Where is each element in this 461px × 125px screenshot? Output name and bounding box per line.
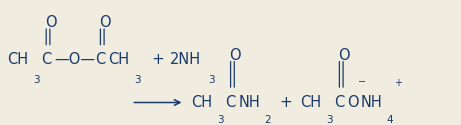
Text: CH: CH <box>300 95 321 110</box>
Text: CH: CH <box>108 52 129 68</box>
Text: O: O <box>347 95 359 110</box>
Text: +: + <box>394 78 402 88</box>
Text: −: − <box>358 78 366 88</box>
Text: 3: 3 <box>134 75 141 85</box>
Text: O: O <box>229 48 241 62</box>
Text: 2NH: 2NH <box>170 52 201 68</box>
Text: 2: 2 <box>264 115 271 125</box>
Text: +: + <box>152 52 164 68</box>
Text: C: C <box>334 95 344 110</box>
Text: CH: CH <box>191 95 213 110</box>
Text: 4: 4 <box>386 115 393 125</box>
Text: NH: NH <box>238 95 260 110</box>
Text: C: C <box>95 52 106 68</box>
Text: O: O <box>45 15 56 30</box>
Text: O: O <box>338 48 349 62</box>
Text: CH: CH <box>7 52 28 68</box>
Text: C: C <box>225 95 236 110</box>
Text: 3: 3 <box>217 115 224 125</box>
Text: 3: 3 <box>209 75 215 85</box>
Text: 3: 3 <box>33 75 39 85</box>
Text: NH: NH <box>361 95 383 110</box>
Text: +: + <box>279 95 292 110</box>
Text: C: C <box>41 52 51 68</box>
Text: O: O <box>99 15 111 30</box>
Text: 3: 3 <box>326 115 332 125</box>
Text: —O—: —O— <box>54 52 95 68</box>
